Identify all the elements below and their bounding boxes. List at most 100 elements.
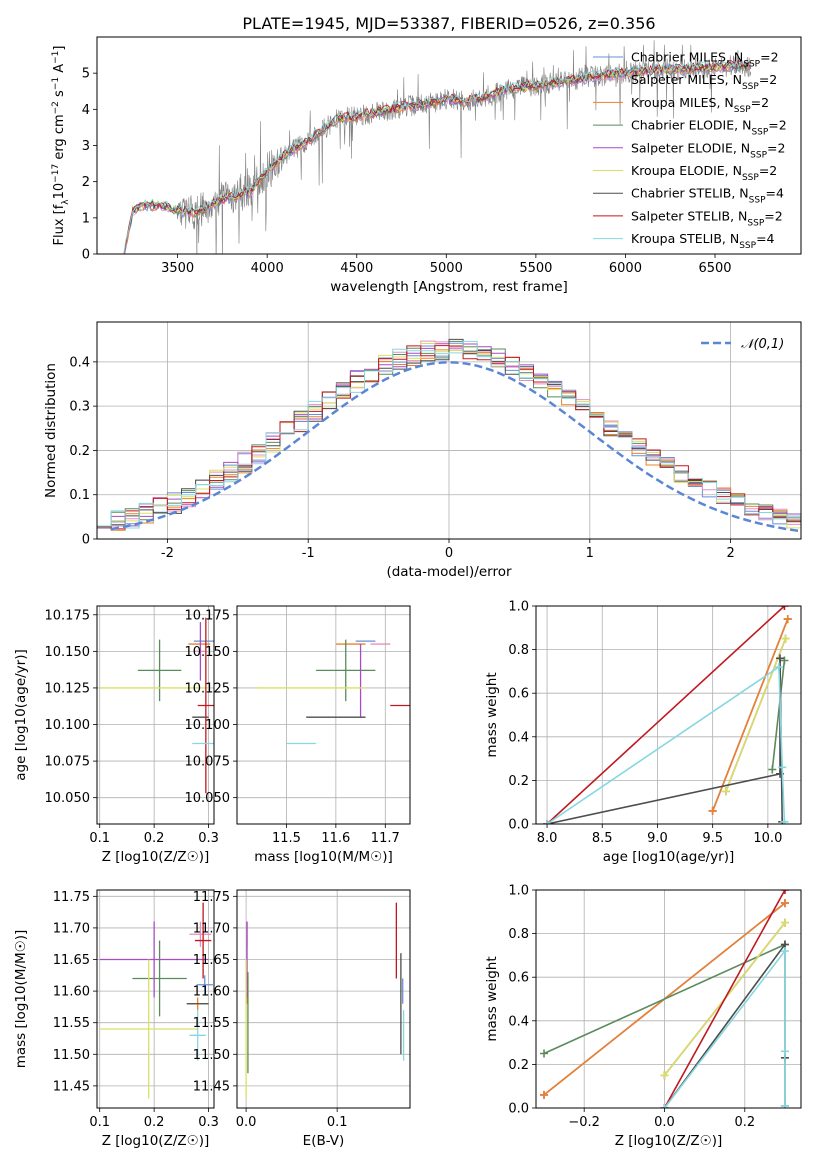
age-vs-mass-panel: 11.5 11.6 11.7 10.050 10.075 10.100 10.125 10.1… <box>185 605 411 865</box>
residual-histogram-line <box>97 340 801 529</box>
mass-weight-marker <box>721 787 730 796</box>
legend-nssp: =2 <box>759 163 777 178</box>
mass-weight-marker <box>780 1047 789 1056</box>
figure-title: PLATE=1945, MJD=53387, FIBERID=0526, z=0… <box>242 14 655 33</box>
y-axis-label-part: ] <box>52 46 67 51</box>
y-tick-label: 11.75 <box>193 890 230 905</box>
legend-nssp: =2 <box>751 95 769 110</box>
weight-lines <box>543 606 792 824</box>
mass-weight-marker <box>783 615 792 624</box>
y-tick-label: 11.45 <box>53 1079 90 1094</box>
axes-frame <box>535 605 802 825</box>
y-tick-label: 11.55 <box>53 1016 90 1031</box>
y-tick-label: 1 <box>82 211 90 226</box>
y-axis-label-part: −1 <box>51 77 61 90</box>
x-tick-label: -1 <box>302 546 315 561</box>
mass-weight-marker <box>780 918 789 927</box>
axes-frame <box>96 889 215 1109</box>
errorbar-point <box>316 639 376 702</box>
x-tick-label: 0.0 <box>236 1115 257 1130</box>
legend-model-name: Kroupa MILES, N <box>631 95 734 110</box>
x-tick-label: 6500 <box>698 261 731 276</box>
legend-subscript: SSP <box>742 82 759 92</box>
x-tick-label: 0.3 <box>198 831 219 846</box>
mass-weight-line <box>725 638 787 792</box>
legend-nssp: =2 <box>759 72 777 87</box>
mass-weight-marker <box>660 1071 669 1080</box>
model-spectrum-line <box>123 59 752 254</box>
y-axis-label-part: 10 <box>52 183 67 200</box>
mass-weight-line <box>771 660 786 770</box>
y-tick-label: 11.55 <box>193 1016 230 1031</box>
y-tick-label: 0.4 <box>508 1014 529 1029</box>
mass-weight-line <box>663 948 786 1108</box>
x-tick-label: 11.6 <box>321 831 350 846</box>
y-tick-label: 10.075 <box>45 755 91 770</box>
mass-weight-marker <box>780 947 789 956</box>
errorbar-group <box>99 617 214 794</box>
spectrum-panel: 3500 4000 4500 5000 5500 6000 6500 0 1 2 3 4 5 wavele… <box>51 36 802 295</box>
mass-weight-marker <box>780 890 789 894</box>
y-tick-label: 10.150 <box>45 645 91 660</box>
legend-label: 𝒩(0,1) <box>741 337 784 352</box>
x-axis-label: Z [log10(Z/Z☉)] <box>615 1133 723 1149</box>
y-tick-label: 11.60 <box>53 985 90 1000</box>
y-tick-label: 11.65 <box>193 953 230 968</box>
legend-subscript: SSP <box>742 173 759 183</box>
mass-weight-marker <box>780 606 789 610</box>
x-axis-label: wavelength [Angstrom, rest frame] <box>330 279 568 295</box>
y-tick-label: 0.4 <box>508 730 529 745</box>
legend-nssp: =2 <box>768 118 786 133</box>
x-tick-label: 0.3 <box>198 1115 219 1130</box>
x-tick-label: 10.0 <box>753 831 782 846</box>
y-axis-label-part: λ <box>61 199 71 205</box>
spectrum-lines <box>123 40 752 254</box>
x-tick-label: −0.2 <box>568 1115 600 1130</box>
y-tick-label: 0.2 <box>69 444 90 459</box>
mass-weight-marker <box>774 663 783 672</box>
legend-label: Salpeter STELIB, NSSP=2 <box>631 208 783 228</box>
age-vs-metallicity-panel: 0.1 0.2 0.3 10.050 10.075 10.100 10.125 10.150 1… <box>13 605 219 865</box>
legend-subscript: SSP <box>739 241 756 251</box>
y-tick-label: 11.65 <box>53 953 90 968</box>
x-tick-label: -2 <box>161 546 174 561</box>
legend-nssp: =2 <box>760 50 778 65</box>
y-tick-label: 11.70 <box>193 921 230 936</box>
x-tick-label: 0.2 <box>734 1115 755 1130</box>
legend-model-name: Chabrier MILES, N <box>631 50 743 65</box>
x-tick-label: 3500 <box>161 261 194 276</box>
y-axis-label-part: erg cm <box>52 114 67 163</box>
axes-frame <box>96 605 215 825</box>
legend-nssp: =2 <box>767 140 785 155</box>
x-tick-label: 0.2 <box>144 1115 165 1130</box>
x-axis-label: Z [log10(Z/Z☉)] <box>102 849 210 865</box>
model-spectrum-line <box>123 59 752 254</box>
x-tick-label: 2 <box>726 546 734 561</box>
mass-weight-vs-metallicity-panel: −0.2 0.0 0.2 0.0 0.2 0.4 0.6 0.8 1.0 Z [log10(Z/Z… <box>484 884 802 1149</box>
y-tick-label: 2 <box>82 175 90 190</box>
errorbar-point <box>189 921 212 947</box>
legend-label: Salpeter ELODIE, NSSP=2 <box>631 140 785 160</box>
histogram-group <box>97 338 801 533</box>
y-axis-label-part: −17 <box>51 164 61 183</box>
axes-frame <box>236 889 411 1109</box>
y-axis-label: mass [log10(M/M☉)] <box>13 930 29 1069</box>
x-tick-label: 5500 <box>519 261 552 276</box>
y-tick-label: 10.050 <box>45 791 91 806</box>
mass-weight-marker <box>540 1049 549 1058</box>
y-tick-label: 4 <box>82 103 90 118</box>
mass-weight-vs-age-panel: 8.0 8.5 9.0 9.5 10.0 0.0 0.2 0.4 0.6 0.8 1.0 age [l… <box>484 600 802 865</box>
mass-weight-marker <box>780 817 789 824</box>
y-axis-label-part: Flux [f <box>52 204 67 245</box>
y-tick-label: 0.3 <box>69 400 90 415</box>
mass-weight-marker <box>708 806 717 815</box>
legend-subscript: SSP <box>734 105 751 115</box>
mass-weight-line <box>546 658 783 824</box>
y-tick-label: 11.45 <box>193 1079 230 1094</box>
y-tick-label: 10.075 <box>185 755 231 770</box>
y-tick-label: 10.100 <box>185 718 231 733</box>
normal-reference-curve <box>110 361 801 533</box>
x-tick-label: 0 <box>445 546 453 561</box>
errorbar-point <box>197 617 214 794</box>
x-tick-label: 6000 <box>609 261 642 276</box>
